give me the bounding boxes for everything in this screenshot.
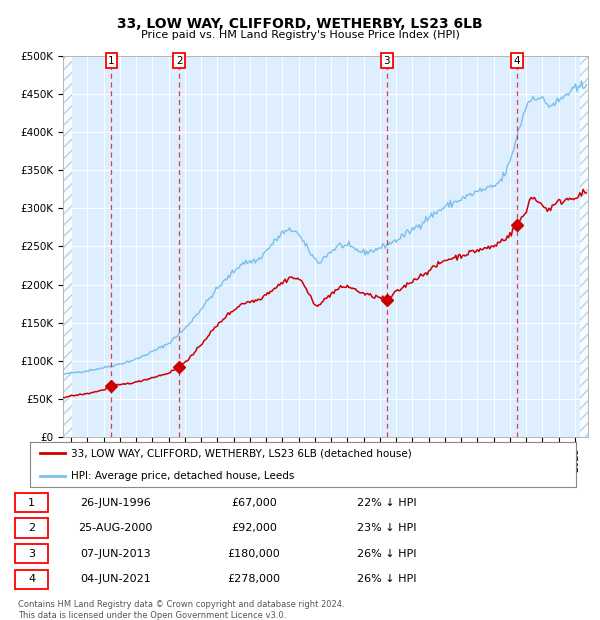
Text: 23% ↓ HPI: 23% ↓ HPI (356, 523, 416, 533)
Text: 07-JUN-2013: 07-JUN-2013 (80, 549, 151, 559)
FancyBboxPatch shape (15, 570, 48, 589)
Text: 1: 1 (108, 56, 115, 66)
Text: HPI: Average price, detached house, Leeds: HPI: Average price, detached house, Leed… (71, 471, 295, 480)
Text: Contains HM Land Registry data © Crown copyright and database right 2024.
This d: Contains HM Land Registry data © Crown c… (18, 600, 344, 619)
Text: 3: 3 (28, 549, 35, 559)
FancyBboxPatch shape (15, 493, 48, 512)
Text: £92,000: £92,000 (231, 523, 277, 533)
Text: 2: 2 (28, 523, 35, 533)
Bar (63, 56, 72, 437)
Text: 1: 1 (28, 498, 35, 508)
Text: 26% ↓ HPI: 26% ↓ HPI (356, 549, 416, 559)
Text: 33, LOW WAY, CLIFFORD, WETHERBY, LS23 6LB (detached house): 33, LOW WAY, CLIFFORD, WETHERBY, LS23 6L… (71, 448, 412, 458)
Text: 04-JUN-2021: 04-JUN-2021 (80, 574, 151, 584)
FancyBboxPatch shape (15, 544, 48, 564)
Text: 2: 2 (176, 56, 182, 66)
Text: £180,000: £180,000 (227, 549, 280, 559)
Text: 3: 3 (383, 56, 390, 66)
Text: 25-AUG-2000: 25-AUG-2000 (79, 523, 153, 533)
Text: £67,000: £67,000 (231, 498, 277, 508)
Text: 26% ↓ HPI: 26% ↓ HPI (356, 574, 416, 584)
Text: 26-JUN-1996: 26-JUN-1996 (80, 498, 151, 508)
Text: Price paid vs. HM Land Registry's House Price Index (HPI): Price paid vs. HM Land Registry's House … (140, 30, 460, 40)
Text: 22% ↓ HPI: 22% ↓ HPI (356, 498, 416, 508)
Text: 33, LOW WAY, CLIFFORD, WETHERBY, LS23 6LB: 33, LOW WAY, CLIFFORD, WETHERBY, LS23 6L… (117, 17, 483, 32)
Bar (580, 56, 590, 437)
Text: 4: 4 (28, 574, 35, 584)
Text: 4: 4 (514, 56, 520, 66)
FancyBboxPatch shape (15, 518, 48, 538)
Text: £278,000: £278,000 (227, 574, 280, 584)
